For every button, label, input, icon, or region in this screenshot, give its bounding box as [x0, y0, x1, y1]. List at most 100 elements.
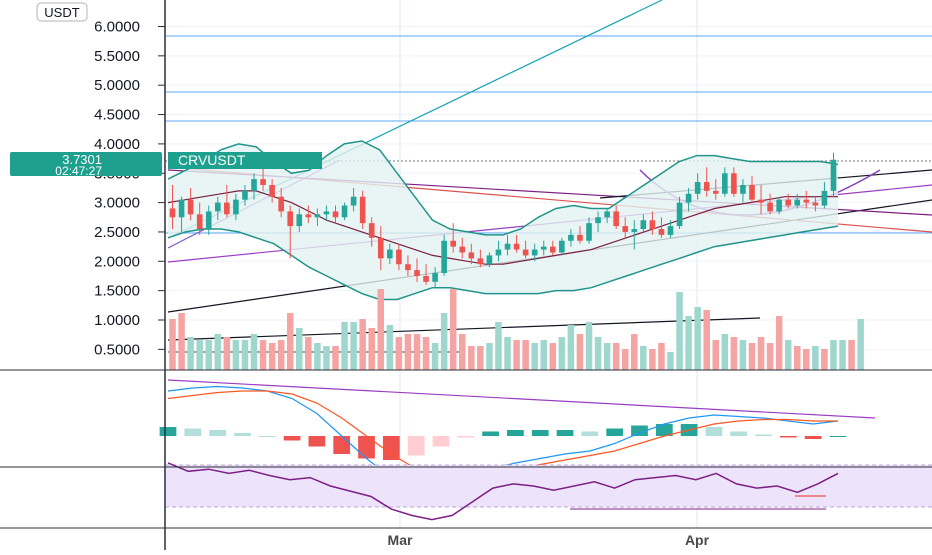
- candle-body: [803, 199, 810, 203]
- candle-body: [214, 202, 221, 212]
- volume-bar: [477, 346, 484, 370]
- volume-bar: [404, 334, 412, 370]
- volume-bar: [449, 289, 457, 370]
- macd-histogram-bar: [779, 436, 797, 438]
- candle-body: [495, 249, 502, 256]
- x-tick-mar: Mar: [388, 532, 413, 548]
- volume-bar: [775, 316, 783, 370]
- candle-body: [722, 173, 728, 194]
- candle-body: [341, 205, 348, 218]
- macd-histogram-bar: [457, 436, 475, 438]
- macd-histogram-bar: [283, 436, 301, 441]
- candle-body: [260, 179, 266, 185]
- candle-body: [169, 208, 176, 218]
- y-tick-label: 1.5000: [94, 283, 140, 300]
- volume-bar: [468, 346, 475, 370]
- candle-body: [758, 199, 764, 203]
- volume-bar: [522, 340, 529, 370]
- macd-histogram-bar: [258, 436, 276, 437]
- macd-histogram-bar: [631, 425, 648, 436]
- volume-bar: [631, 334, 638, 370]
- candle-body: [667, 226, 674, 235]
- currency-label: USDT: [44, 5, 79, 20]
- candle-body: [251, 179, 257, 191]
- volume-bar: [594, 337, 602, 370]
- candle-body: [441, 240, 447, 274]
- candle-body: [549, 246, 556, 253]
- rsi-band: [165, 465, 932, 507]
- volume-bar: [685, 316, 692, 370]
- macd-histogram-bar: [507, 430, 524, 436]
- volume-bar: [268, 343, 276, 370]
- candle-body: [323, 211, 330, 215]
- macd-histogram-bar: [482, 431, 499, 436]
- candle-body: [559, 240, 565, 253]
- macd-histogram-bar: [556, 430, 574, 436]
- y-tick-label: 3.0000: [94, 195, 140, 212]
- current-price-value: 3.7301: [62, 152, 102, 167]
- candle-body: [423, 275, 429, 282]
- volume-bar: [721, 334, 729, 370]
- candle-body: [712, 190, 719, 194]
- candle-body: [613, 211, 619, 227]
- candle-body: [767, 202, 773, 212]
- volume-bar: [495, 322, 502, 370]
- candle-body: [450, 240, 457, 247]
- candle-body: [586, 223, 592, 241]
- volume-bar: [667, 352, 674, 370]
- volume-bar: [784, 340, 792, 370]
- volume-bar: [277, 340, 285, 370]
- volume-bars: [169, 289, 864, 370]
- candle-body: [812, 202, 819, 206]
- candle-body: [242, 190, 248, 200]
- volume-bar: [286, 313, 294, 370]
- volume-bar: [821, 349, 828, 370]
- macd-histogram-bar: [531, 430, 549, 436]
- macd-histogram-bar: [407, 436, 425, 456]
- candle-body: [368, 223, 375, 238]
- volume-bar: [549, 343, 557, 370]
- candle-body: [305, 214, 312, 218]
- candle-body: [432, 273, 438, 282]
- volume-bar: [649, 349, 656, 370]
- volume-bar: [178, 313, 185, 370]
- volume-bar: [332, 346, 339, 370]
- volume-bar: [359, 319, 366, 370]
- current-price-tag: [10, 152, 162, 176]
- bar-countdown: 02:47:27: [55, 164, 102, 178]
- volume-bar: [676, 292, 683, 370]
- volume-bar: [558, 337, 566, 370]
- candle-body: [785, 199, 792, 206]
- y-tick-label: 4.5000: [94, 107, 140, 124]
- currency-badge[interactable]: [36, 2, 88, 22]
- candle-body: [477, 258, 484, 265]
- volume-bar: [341, 322, 348, 370]
- candle-body: [287, 211, 294, 227]
- candle-body: [350, 196, 357, 206]
- candle-body: [332, 211, 339, 218]
- candle-body: [821, 190, 828, 206]
- macd-histogram-bar: [432, 436, 450, 447]
- candle-body: [396, 249, 402, 265]
- candle-body: [278, 196, 284, 212]
- candle-body: [269, 184, 275, 197]
- volume-bar: [223, 337, 231, 370]
- candle-body: [359, 196, 366, 224]
- candle-body: [631, 229, 638, 232]
- y-tick-label: 0.5000: [94, 341, 140, 358]
- volume-bar: [259, 340, 267, 370]
- macd-histogram-bar: [333, 436, 351, 454]
- candle-body: [459, 246, 466, 253]
- candle-body: [595, 217, 601, 224]
- candle-body: [658, 229, 665, 235]
- volume-bar: [748, 343, 756, 370]
- candle-body: [649, 220, 656, 230]
- candle-body: [377, 237, 384, 259]
- symbol-label: CRVUSDT: [178, 152, 246, 168]
- volume-bar: [513, 340, 520, 370]
- candle-body: [740, 184, 746, 194]
- candle-body: [522, 249, 529, 256]
- y-tick-label: 4.0000: [94, 136, 140, 153]
